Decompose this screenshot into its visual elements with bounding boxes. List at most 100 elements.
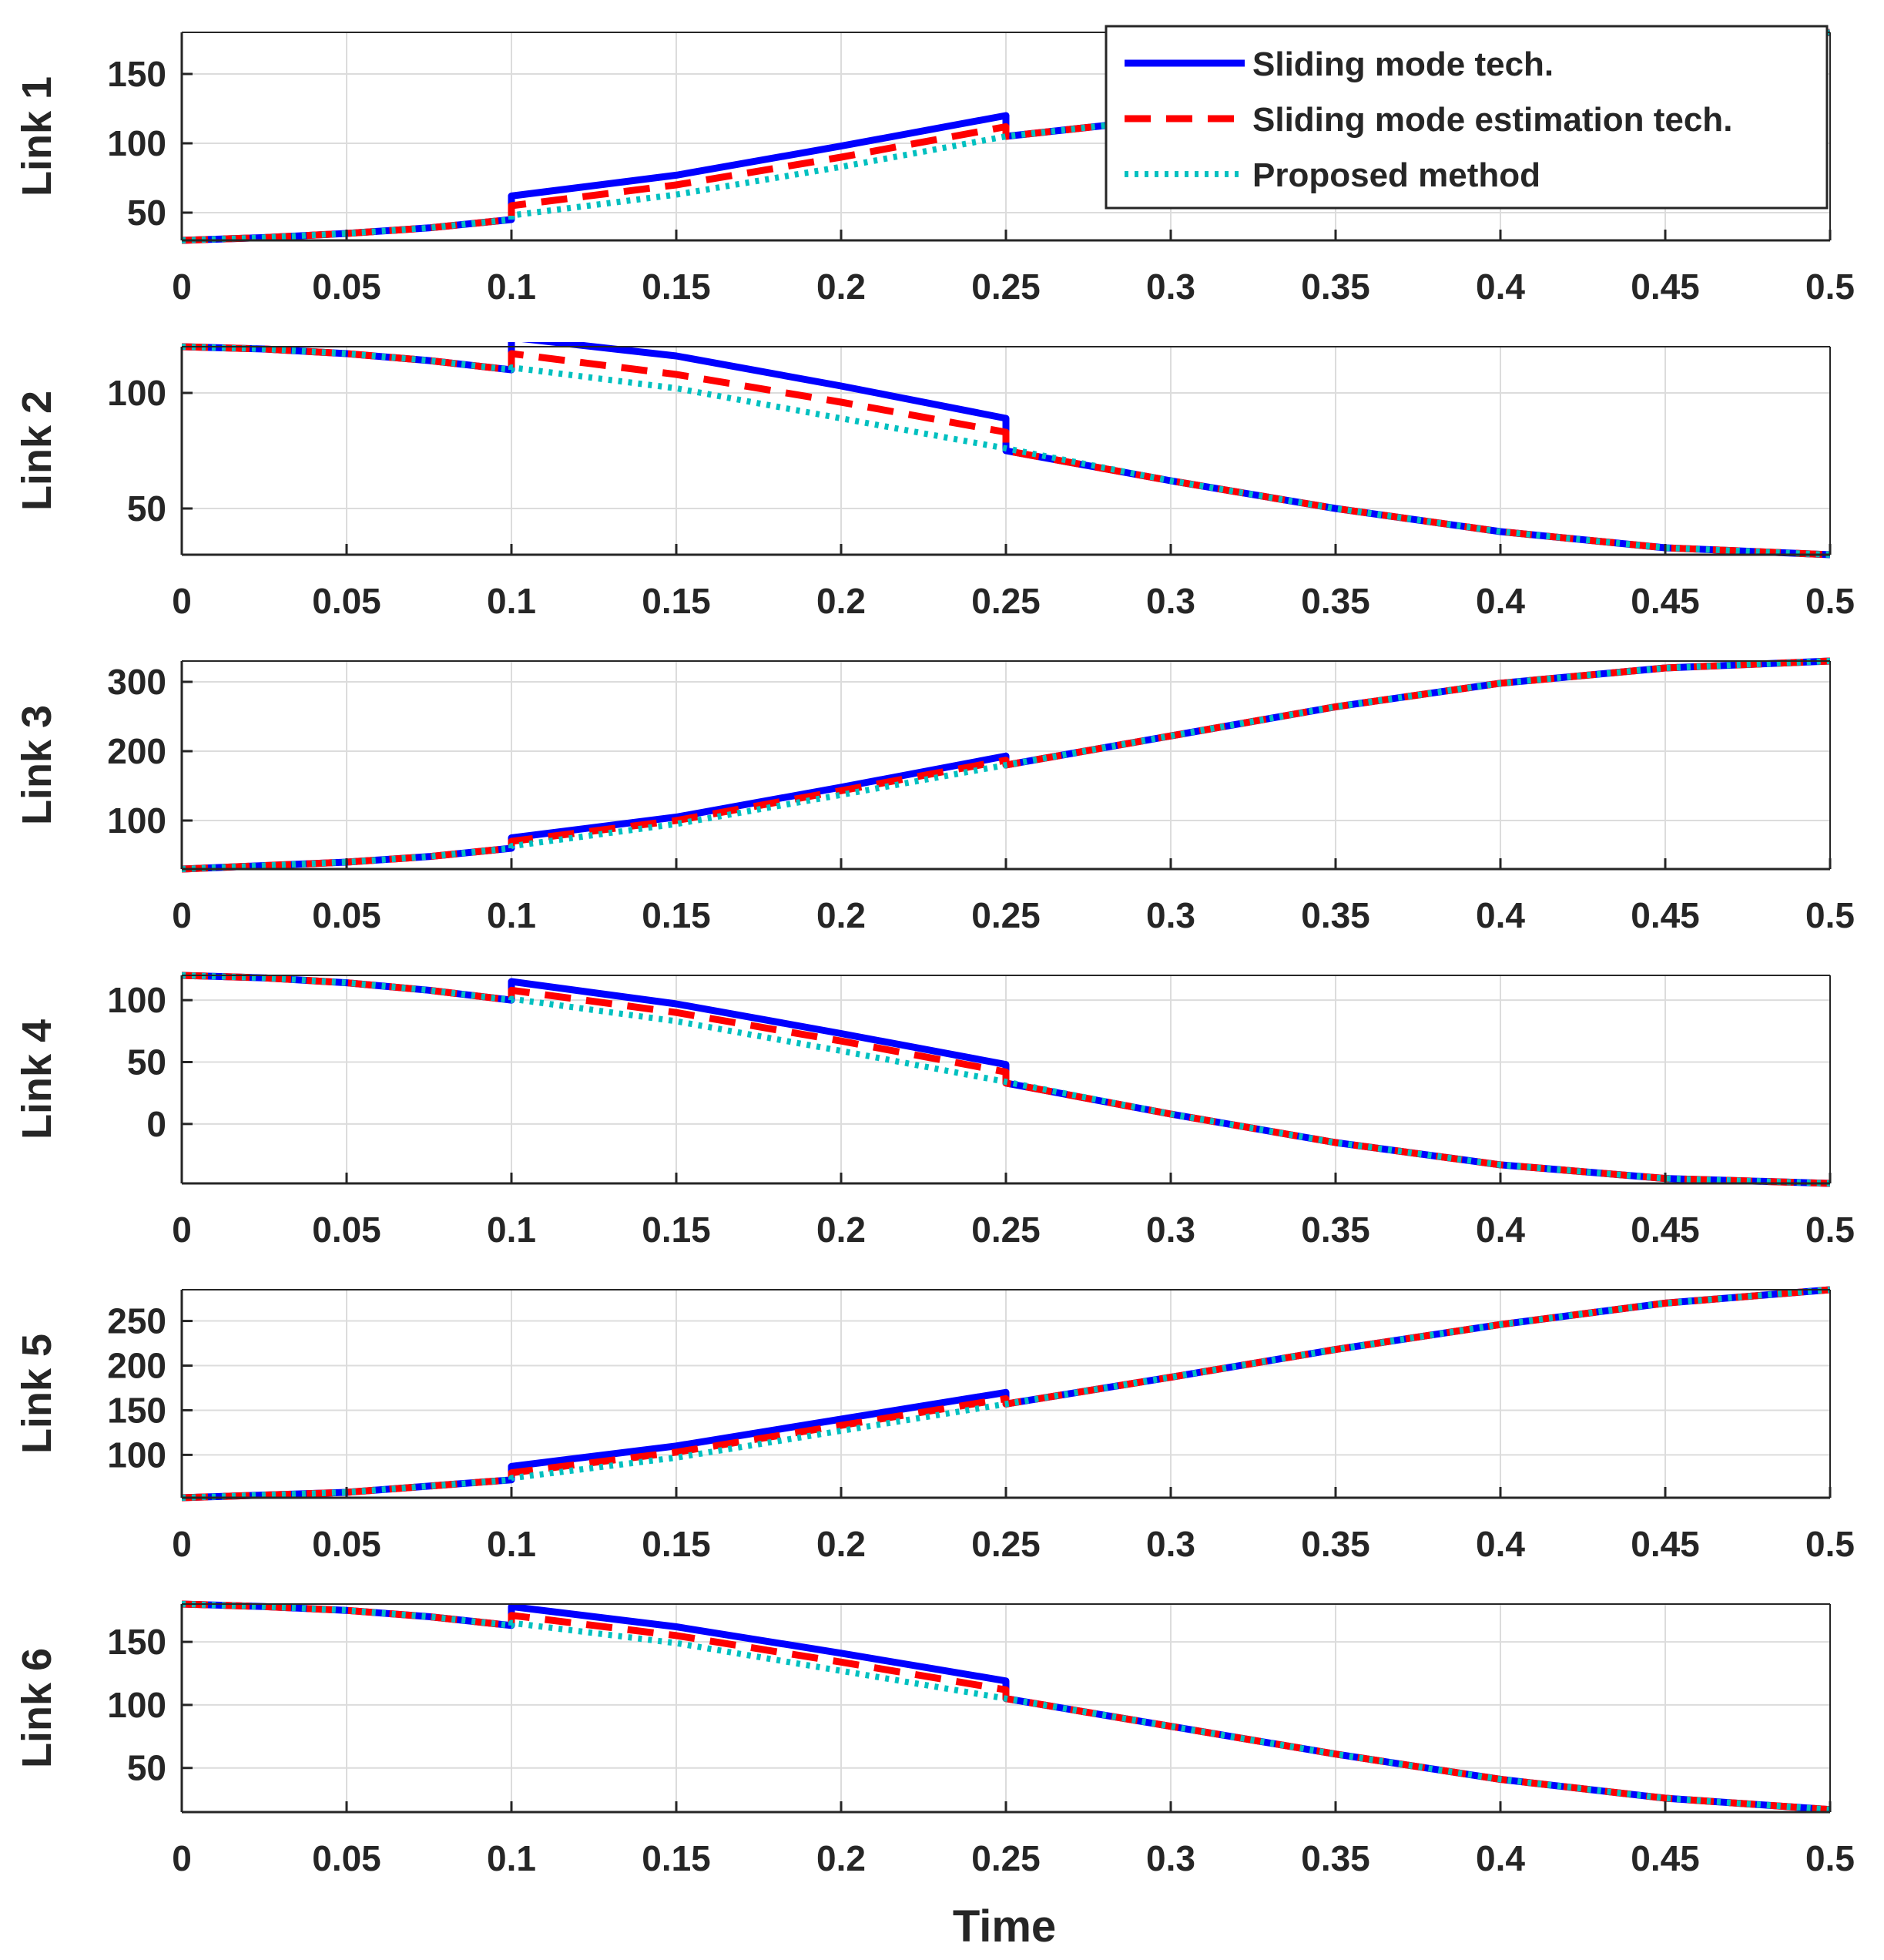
- x-tick-label: 0.25: [971, 1524, 1041, 1564]
- subplot-stack: 0 0.05 0.1 0.15 0.2 0.25 0.3 0.35 0.4 0.45 0.5 50 10…: [14, 25, 1855, 1878]
- x-tick-label: 0.15: [642, 581, 711, 621]
- x-tick-label: 0: [172, 1524, 192, 1564]
- x-tick-label: 0.2: [816, 1524, 866, 1564]
- x-tick-label: 0.05: [312, 895, 381, 935]
- x-tick-label: 0.2: [816, 1210, 866, 1250]
- x-tick-label: 0.25: [971, 267, 1041, 307]
- x-tick-label: 0.45: [1631, 267, 1700, 307]
- x-tick-label: 0.15: [642, 1838, 711, 1878]
- x-tick-label: 0.4: [1476, 1524, 1525, 1564]
- x-tick-label: 0.3: [1146, 1524, 1195, 1564]
- x-tick-label: 0.35: [1301, 895, 1370, 935]
- y-axis-label: Link 6: [14, 1648, 60, 1768]
- y-tick-label: 100: [107, 1685, 166, 1725]
- x-tick-label: 0: [172, 895, 192, 935]
- x-tick-label: 0.05: [312, 1524, 381, 1564]
- grid: [181, 347, 1831, 555]
- x-tick-label: 0.45: [1631, 1210, 1700, 1250]
- x-tick-label: 0.05: [312, 267, 381, 307]
- series-line-proposed: [182, 29, 1831, 243]
- x-tick-label: 0.45: [1631, 1838, 1700, 1878]
- x-tick-label: 0.15: [642, 895, 711, 935]
- series-group: [182, 342, 1831, 559]
- x-tick-label: 0.15: [642, 1524, 711, 1564]
- x-tick-label: 0.25: [971, 1838, 1041, 1878]
- x-tick-label: 0.25: [971, 895, 1041, 935]
- x-tick-label: 0.4: [1476, 895, 1525, 935]
- x-tick-label: 0.3: [1146, 1838, 1195, 1878]
- y-tick-label: 100: [107, 123, 166, 163]
- x-tick-label: 0.15: [642, 267, 711, 307]
- x-tick-label: 0.05: [312, 581, 381, 621]
- subplot-link-4: 0 0.05 0.1 0.15 0.2 0.25 0.3 0.35 0.4 0.45 0.5 0 50 1…: [14, 972, 1855, 1250]
- x-tick-label: 0.5: [1805, 1210, 1855, 1250]
- series-group: [182, 657, 1831, 873]
- series-line-estimation: [182, 343, 1831, 559]
- x-tick-label: 0.5: [1805, 895, 1855, 935]
- series-line-estimation: [182, 972, 1831, 1187]
- x-tick-label: 0.4: [1476, 1210, 1525, 1250]
- series-group: [182, 1286, 1831, 1502]
- series-line-proposed: [182, 1601, 1831, 1813]
- x-tick-label: 0.25: [971, 581, 1041, 621]
- x-tick-label: 0.35: [1301, 581, 1370, 621]
- x-tick-label: 0.4: [1476, 581, 1525, 621]
- y-tick-label: 100: [107, 1435, 166, 1475]
- y-tick-label: 150: [107, 1622, 166, 1662]
- x-tick-label: 0.25: [971, 1210, 1041, 1250]
- series-line-proposed: [182, 658, 1831, 872]
- x-tick-label: 0.45: [1631, 895, 1700, 935]
- x-tick-label: 0.3: [1146, 895, 1195, 935]
- x-tick-label: 0.4: [1476, 1838, 1525, 1878]
- y-tick-label: 150: [107, 1390, 166, 1430]
- x-tick-label: 0.5: [1805, 1838, 1855, 1878]
- y-tick-label: 50: [127, 1042, 166, 1082]
- x-tick-label: 0.2: [816, 895, 866, 935]
- x-tick-label: 0: [172, 581, 192, 621]
- y-tick-label: 50: [127, 193, 166, 233]
- series-group: [182, 1600, 1831, 1814]
- series-line-proposed: [182, 344, 1831, 558]
- y-axis-label: Link 4: [14, 1019, 60, 1139]
- x-tick-label: 0.5: [1805, 267, 1855, 307]
- x-tick-label: 0: [172, 1210, 192, 1250]
- x-tick-label: 0.05: [312, 1210, 381, 1250]
- subplot-link-6: 0 0.05 0.1 0.15 0.2 0.25 0.3 0.35 0.4 0.45 0.5 50 10…: [14, 1600, 1855, 1878]
- x-tick-label: 0.35: [1301, 1210, 1370, 1250]
- x-tick-label: 0.2: [816, 267, 866, 307]
- subplot-link-5: 0 0.05 0.1 0.15 0.2 0.25 0.3 0.35 0.4 0.45 0.5 100 1…: [14, 1286, 1855, 1564]
- x-axis-label: Time: [953, 1901, 1056, 1952]
- y-tick-label: 200: [107, 1345, 166, 1385]
- y-tick-label: 200: [107, 731, 166, 771]
- y-tick-label: 50: [127, 1748, 166, 1788]
- y-tick-label: 50: [127, 488, 166, 529]
- x-tick-label: 0.3: [1146, 1210, 1195, 1250]
- x-tick-label: 0.3: [1146, 267, 1195, 307]
- x-tick-label: 0.4: [1476, 267, 1525, 307]
- x-tick-label: 0.1: [487, 1838, 536, 1878]
- x-tick-label: 0.35: [1301, 267, 1370, 307]
- y-tick-label: 100: [107, 373, 166, 413]
- y-tick-label: 150: [107, 54, 166, 94]
- x-tick-label: 0.45: [1631, 1524, 1700, 1564]
- y-axis-label: Link 2: [14, 391, 60, 511]
- legend-label-proposed: Proposed method: [1252, 156, 1540, 194]
- x-tick-label: 0.1: [487, 1524, 536, 1564]
- legend-label-sliding: Sliding mode tech.: [1252, 45, 1554, 83]
- y-tick-label: 250: [107, 1301, 166, 1341]
- series-line-proposed: [182, 972, 1831, 1186]
- y-tick-label: 300: [107, 662, 166, 702]
- y-tick-label: 100: [107, 800, 166, 841]
- y-tick-label: 100: [107, 980, 166, 1020]
- subplot-link-3: 0 0.05 0.1 0.15 0.2 0.25 0.3 0.35 0.4 0.45 0.5 100 2…: [14, 657, 1855, 935]
- x-tick-label: 0.2: [816, 1838, 866, 1878]
- x-tick-label: 0: [172, 267, 192, 307]
- y-tick-label: 0: [146, 1104, 166, 1144]
- x-tick-label: 0.35: [1301, 1524, 1370, 1564]
- x-tick-label: 0.15: [642, 1210, 711, 1250]
- series-group: [182, 972, 1831, 1187]
- x-tick-label: 0.35: [1301, 1838, 1370, 1878]
- x-tick-label: 0.5: [1805, 581, 1855, 621]
- x-tick-label: 0.45: [1631, 581, 1700, 621]
